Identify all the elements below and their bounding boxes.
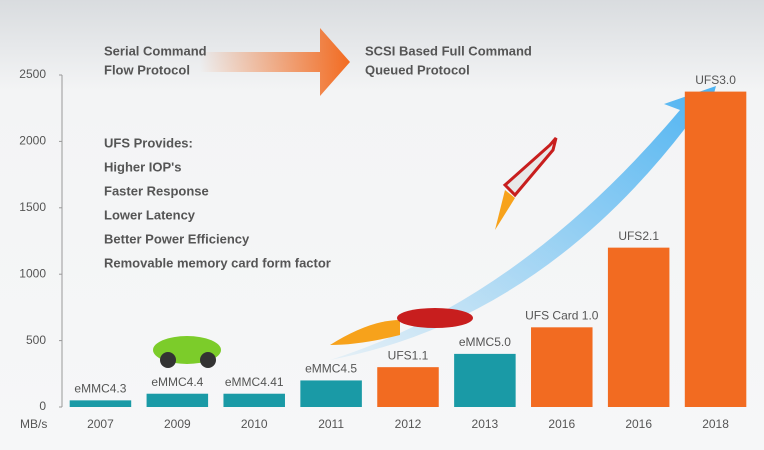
- feature: Better Power Efficiency: [104, 231, 250, 246]
- protocol-label: SCSI Based Full Command: [365, 43, 532, 58]
- x-tick-label: 2018: [702, 417, 729, 431]
- feature: Faster Response: [104, 183, 209, 198]
- bar-label: UFS3.0: [695, 73, 736, 87]
- bar-label: UFS Card 1.0: [525, 308, 599, 322]
- feature: Lower Latency: [104, 207, 196, 222]
- bar-label: eMMC4.5: [305, 362, 357, 376]
- feature: Higher IOP's: [104, 159, 182, 174]
- x-tick-label: 2016: [548, 417, 575, 431]
- x-tick-label: 2011: [318, 417, 344, 431]
- protocol-label: Queued Protocol: [365, 62, 470, 77]
- bar: [300, 380, 362, 407]
- features-title: UFS Provides:: [104, 135, 193, 150]
- x-tick-label: 2009: [164, 417, 191, 431]
- protocol-label: Serial Command: [104, 43, 207, 58]
- bar-label: eMMC4.4: [151, 375, 203, 389]
- x-tick-label: 2007: [87, 417, 114, 431]
- bar: [685, 92, 747, 407]
- y-tick-label: 2500: [19, 67, 46, 81]
- bar-label: eMMC4.41: [225, 375, 284, 389]
- bar-label: eMMC5.0: [459, 335, 511, 349]
- bar: [70, 400, 132, 407]
- car: [153, 336, 221, 368]
- bar: [377, 367, 439, 407]
- y-tick-label: 1000: [19, 266, 46, 280]
- x-tick-label: 2010: [241, 417, 268, 431]
- bar-label: eMMC4.3: [74, 382, 126, 396]
- bar: [147, 394, 209, 407]
- x-tick-label: 2013: [472, 417, 499, 431]
- bar-label: UFS2.1: [618, 229, 659, 243]
- chart: 0 500 1000 1500 2000 2500 MB/s 2007 eMMC4.3 2009 e…: [0, 0, 764, 450]
- bar: [454, 354, 516, 407]
- y-tick-label: 2000: [19, 134, 46, 148]
- bar: [223, 394, 285, 407]
- y-unit: MB/s: [20, 417, 47, 431]
- x-tick-label: 2012: [395, 417, 422, 431]
- y-tick-label: 1500: [19, 200, 46, 214]
- y-tick-label: 500: [26, 333, 46, 347]
- bar: [608, 248, 670, 407]
- x-tick-label: 2016: [625, 417, 652, 431]
- bar-label: UFS1.1: [388, 348, 429, 362]
- feature: Removable memory card form factor: [104, 255, 331, 270]
- bar: [531, 327, 593, 407]
- y-tick-label: 0: [39, 399, 46, 413]
- protocol-label: Flow Protocol: [104, 62, 190, 77]
